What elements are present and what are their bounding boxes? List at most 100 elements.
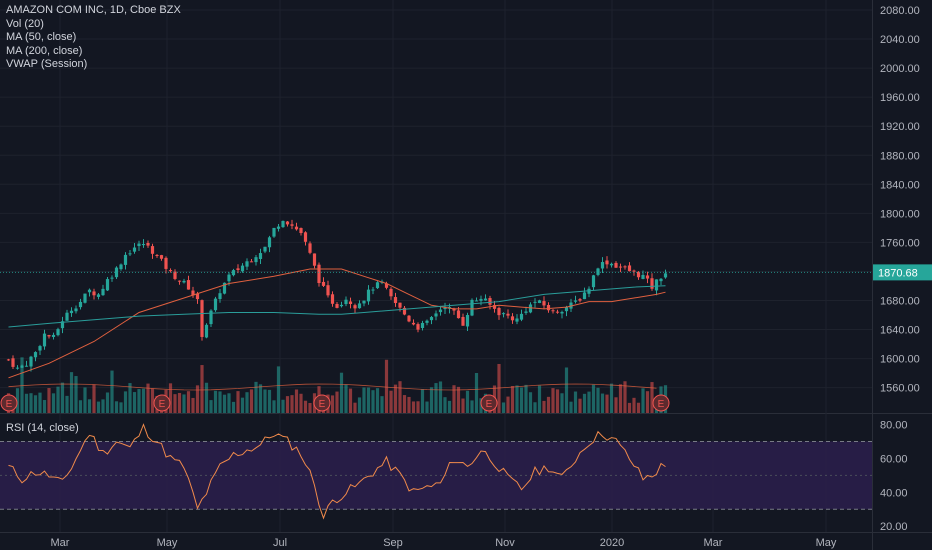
candle-body[interactable] [492,305,497,309]
candle-body[interactable] [312,253,317,266]
candle-body[interactable] [137,243,141,247]
candle-body[interactable] [290,224,294,226]
candle-body[interactable] [501,313,506,315]
candle-body[interactable] [330,294,335,304]
candle-body[interactable] [245,261,249,267]
candle-body[interactable] [168,270,173,272]
legend-title[interactable]: AMAZON COM INC, 1D, Cboe BZX [6,4,181,16]
rsi-panel[interactable] [0,423,872,520]
candle-body[interactable] [276,226,281,229]
candle-body[interactable] [173,271,177,279]
candle-body[interactable] [425,320,429,323]
candle-body[interactable] [578,299,582,301]
candle-body[interactable] [618,266,623,268]
candle-body[interactable] [479,298,483,301]
candle-body[interactable] [461,316,465,326]
candle-body[interactable] [231,270,236,276]
legend-vwap[interactable]: VWAP (Session) [6,58,88,70]
candle-body[interactable] [69,310,74,314]
candle-body[interactable] [537,300,542,303]
candle-body[interactable] [87,289,92,293]
candle-body[interactable] [348,301,353,305]
candle-body[interactable] [195,293,200,300]
candle-body[interactable] [407,315,411,322]
candle-body[interactable] [132,247,137,252]
candle-body[interactable] [11,358,15,367]
candle-body[interactable] [659,278,663,282]
candle-body[interactable] [506,313,510,316]
candle-body[interactable] [155,255,159,257]
candle-body[interactable] [555,311,560,313]
candle-body[interactable] [200,300,204,337]
candle-body[interactable] [366,289,371,302]
candle-body[interactable] [213,298,218,311]
candle-body[interactable] [29,356,33,367]
candle-body[interactable] [632,270,636,272]
earnings-marker[interactable]: E [480,394,498,412]
earnings-marker[interactable]: E [313,394,331,412]
candle-body[interactable] [596,268,600,275]
candle-body[interactable] [159,255,164,259]
candle-body[interactable] [650,278,654,289]
candle-body[interactable] [470,299,474,316]
candle-body[interactable] [227,274,231,282]
candle-body[interactable] [294,226,299,230]
candle-body[interactable] [254,257,258,263]
candle-body[interactable] [560,311,564,314]
candle-body[interactable] [308,243,312,253]
candle-body[interactable] [645,275,650,279]
candle-body[interactable] [654,279,659,291]
candle-body[interactable] [623,266,627,268]
candle-body[interactable] [519,313,524,320]
candle-body[interactable] [420,322,425,328]
candle-body[interactable] [402,307,407,315]
candle-body[interactable] [204,324,209,338]
candle-body[interactable] [15,367,20,369]
candle-body[interactable] [74,308,78,312]
candle-body[interactable] [609,263,614,266]
candle-body[interactable] [443,307,447,310]
candle-body[interactable] [353,305,357,309]
candle-body[interactable] [24,365,29,367]
last-price-tag[interactable]: 1870.68 [873,264,932,281]
candle-body[interactable] [398,302,402,308]
candle-body[interactable] [533,301,537,303]
candle-body[interactable] [60,321,65,329]
candle-body[interactable] [42,333,47,347]
candle-body[interactable] [267,237,272,248]
candle-body[interactable] [56,329,60,336]
candle-body[interactable] [371,289,375,291]
candle-body[interactable] [321,281,326,286]
candle-body[interactable] [429,317,434,321]
candle-body[interactable] [119,264,123,270]
candle-body[interactable] [362,300,366,304]
candle-body[interactable] [465,314,470,327]
candle-body[interactable] [128,253,132,255]
candle-body[interactable] [411,322,416,325]
candle-body[interactable] [339,304,344,307]
candle-body[interactable] [182,280,186,283]
candle-body[interactable] [542,301,546,306]
earnings-marker[interactable]: E [153,394,171,412]
candle-body[interactable] [573,300,578,302]
candle-body[interactable] [186,280,191,290]
candle-body[interactable] [474,300,479,302]
candle-body[interactable] [285,221,290,225]
candle-body[interactable] [317,264,321,284]
candlestick-series[interactable] [6,219,668,372]
candle-body[interactable] [236,268,240,270]
earnings-marker[interactable]: E [652,394,670,412]
candle-body[interactable] [123,254,128,265]
candle-body[interactable] [326,285,330,296]
candle-body[interactable] [483,298,488,301]
legend-volume[interactable]: Vol (20) [6,17,44,30]
candle-body[interactable] [6,359,11,361]
candle-body[interactable] [515,318,519,322]
candle-body[interactable] [218,293,222,300]
candle-body[interactable] [452,308,456,311]
candle-body[interactable] [101,288,105,296]
candle-body[interactable] [96,294,101,297]
candle-body[interactable] [47,335,51,337]
candle-body[interactable] [335,303,339,308]
